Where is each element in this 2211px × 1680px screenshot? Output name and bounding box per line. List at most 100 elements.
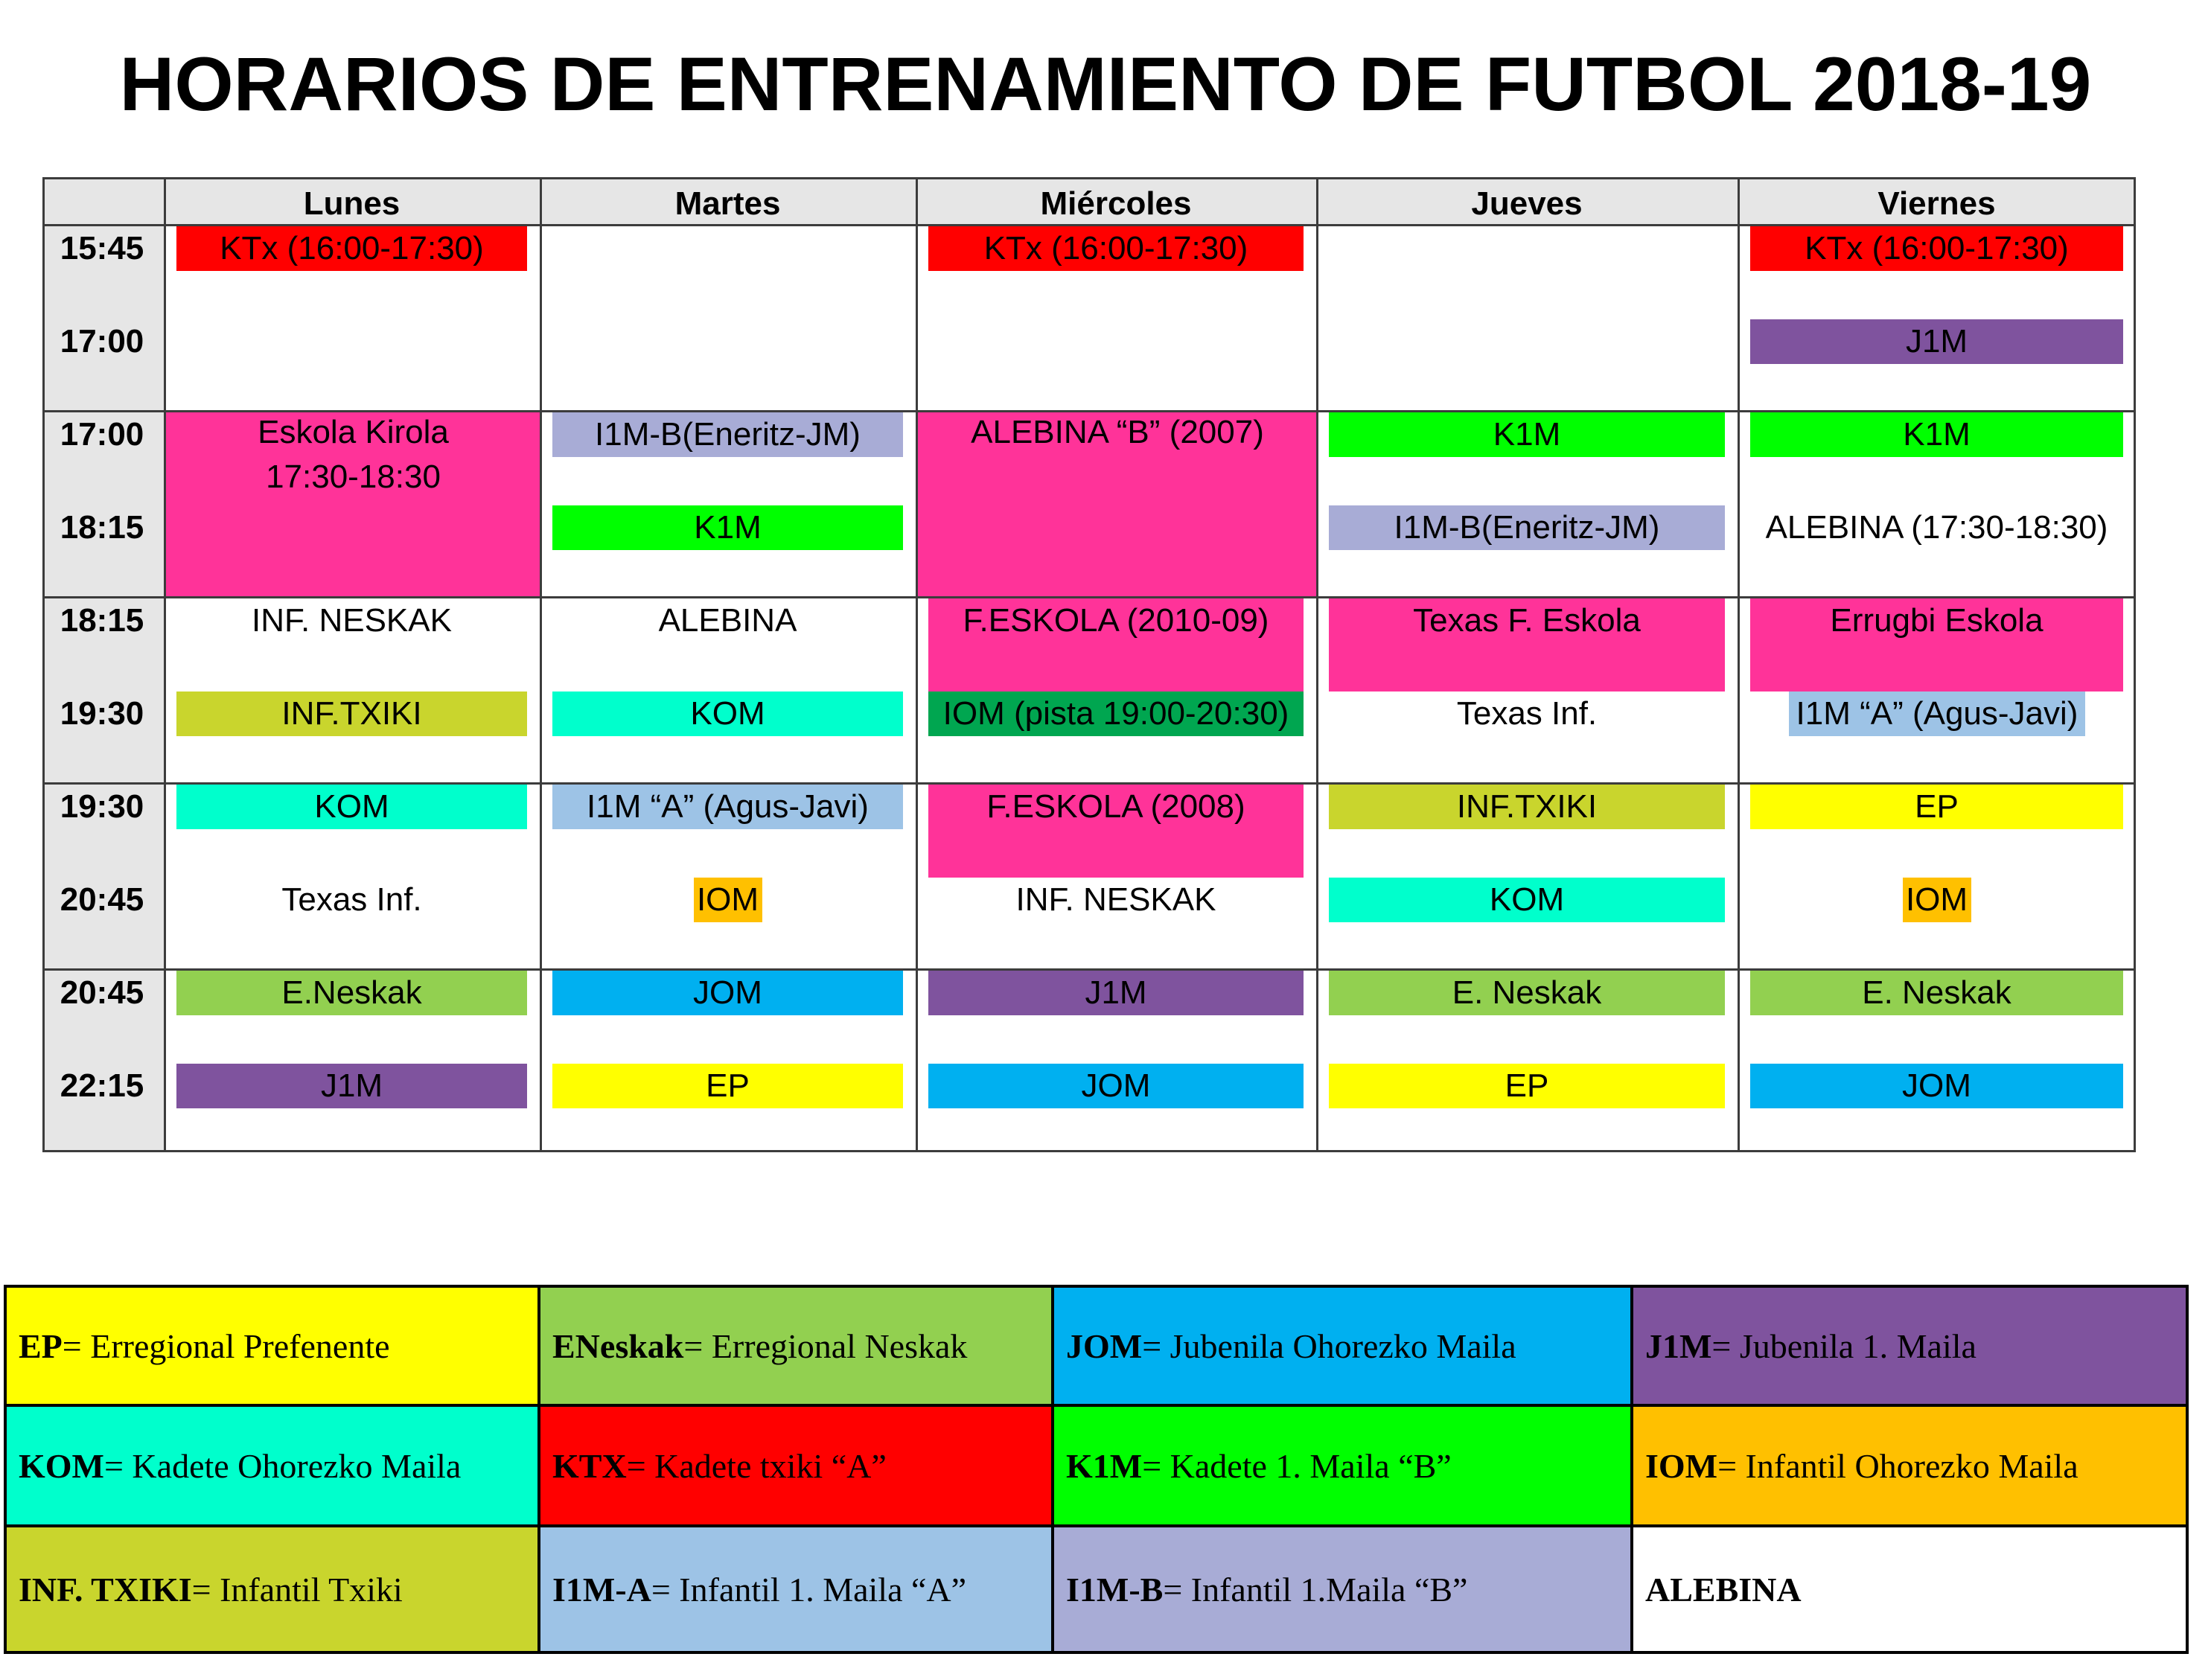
legend-abbr: ENeskak — [552, 1326, 684, 1365]
schedule-entry-kom: KOM — [1329, 878, 1725, 922]
legend-desc: = Kadete 1. Maila “B” — [1142, 1446, 1452, 1485]
legend-abbr: J1M — [1645, 1326, 1712, 1365]
grid-line-v — [42, 177, 45, 1152]
schedule-entry-eskola-kirola: Eskola Kirola 17:30-18:30 — [165, 410, 541, 596]
schedule-entry-j1m: J1M — [928, 971, 1304, 1015]
page-title: HORARIOS DE ENTRENAMIENTO DE FUTBOL 2018… — [119, 42, 2092, 127]
schedule-entry-ep: EP — [552, 1064, 903, 1108]
schedule-entry-ktx-16-00-17-30: KTx (16:00-17:30) — [176, 226, 527, 271]
schedule-entry-jom: JOM — [1750, 1064, 2123, 1108]
schedule-entry-texas-inf: Texas Inf. — [1329, 692, 1725, 736]
grid-line-h — [42, 968, 2136, 971]
schedule-entry-k1m: K1M — [1750, 412, 2123, 457]
grid-line-v — [1738, 177, 1740, 1152]
time-label: 17:00 — [60, 416, 144, 453]
legend-abbr: ALEBINA — [1645, 1570, 1802, 1609]
time-label: 17:00 — [60, 323, 144, 360]
legend-cell-alebina: ALEBINA — [1633, 1527, 2186, 1651]
schedule-entry-e-neskak: E.Neskak — [176, 971, 527, 1015]
legend-abbr: IOM — [1645, 1446, 1718, 1485]
legend-table: EP = Erregional Prefenente ENeskak = Erregi… — [4, 1285, 2189, 1654]
legend-abbr: KOM — [19, 1446, 104, 1485]
time-column — [42, 224, 164, 1152]
time-label: 18:15 — [60, 509, 144, 546]
schedule-entry-errugbi-eskola: Errugbi Eskola — [1750, 598, 2123, 692]
legend-cell-jom: JOM = Jubenila Ohorezko Maila — [1054, 1288, 1633, 1407]
legend-cell-kom: KOM = Kadete Ohorezko Maila — [7, 1407, 540, 1527]
schedule-entry-inf-txiki: INF.TXIKI — [1329, 785, 1725, 829]
day-header-3: Jueves — [1471, 185, 1583, 222]
schedule-entry-e-neskak: E. Neskak — [1329, 971, 1725, 1015]
schedule-entry-k1m: K1M — [1329, 412, 1725, 457]
legend-cell-inf-txiki: INF. TXIKI = Infantil Txiki — [7, 1527, 540, 1651]
day-header-0: Lunes — [303, 185, 401, 222]
schedule-entry-ktx-16-00-17-30: KTx (16:00-17:30) — [928, 226, 1304, 271]
grid-line-h — [42, 224, 2136, 226]
grid-line-h — [42, 410, 2136, 412]
legend-desc: = Infantil 1. Maila “A” — [651, 1570, 967, 1609]
schedule-entry-i1m-a-agus-javi: I1M “A” (Agus-Javi) — [552, 785, 903, 829]
legend-desc: = Jubenila Ohorezko Maila — [1142, 1326, 1516, 1365]
schedule-entry-ktx-16-00-17-30: KTx (16:00-17:30) — [1750, 226, 2123, 271]
schedule-table: Lunes Martes Miércoles Jueves Viernes 15:45 17… — [42, 177, 2136, 1152]
schedule-entry-jom: JOM — [928, 1064, 1304, 1108]
schedule-entry-i1m-a-agus-javi: I1M “A” (Agus-Javi) — [1789, 692, 2085, 736]
schedule-entry-k1m: K1M — [552, 505, 903, 550]
schedule-entry-inf-neskak: INF. NESKAK — [176, 598, 527, 643]
legend-abbr: INF. TXIKI — [19, 1570, 192, 1609]
legend-cell-eneskak: ENeskak = Erregional Neskak — [540, 1288, 1054, 1407]
schedule-entry-alebina-17-30-18-30: ALEBINA (17:30-18:30) — [1750, 505, 2123, 550]
schedule-entry-ep: EP — [1750, 785, 2123, 829]
legend-desc: = Erregional Neskak — [683, 1326, 968, 1365]
day-header-4: Viernes — [1877, 185, 1996, 222]
legend-abbr: EP — [19, 1326, 63, 1365]
schedule-entry-alebina: ALEBINA — [552, 598, 903, 643]
legend-desc: = Jubenila 1. Maila — [1711, 1326, 1976, 1365]
grid-line-v — [164, 177, 166, 1152]
schedule-entry-f-eskola-2010-09: F.ESKOLA (2010-09) — [928, 598, 1304, 692]
schedule-entry-f-eskola-2008: F.ESKOLA (2008) — [928, 785, 1304, 878]
schedule-entry-inf-txiki: INF.TXIKI — [176, 692, 527, 736]
entry-line-1: Eskola Kirola — [258, 414, 449, 450]
legend-abbr: I1M-B — [1066, 1570, 1164, 1609]
time-label: 20:45 — [60, 974, 144, 1011]
schedule-entry-j1m: J1M — [1750, 319, 2123, 364]
grid-line-v — [2134, 177, 2136, 1152]
schedule-entry-iom: IOM — [693, 878, 762, 922]
schedule-entry-alebina-b-2007: ALEBINA “B” (2007) — [917, 410, 1318, 596]
grid-line-h — [42, 596, 2136, 598]
day-header-1: Martes — [674, 185, 781, 222]
schedule-entry-texas-inf: Texas Inf. — [176, 878, 527, 922]
time-label: 18:15 — [60, 602, 144, 639]
time-label: 15:45 — [60, 230, 144, 266]
day-header-2: Miércoles — [1040, 185, 1192, 222]
schedule-entry-jom: JOM — [552, 971, 903, 1015]
entry-line-2: 17:30-18:30 — [266, 459, 441, 495]
legend-cell-j1m: J1M = Jubenila 1. Maila — [1633, 1288, 2186, 1407]
legend-desc: = Kadete txiki “A” — [626, 1446, 887, 1485]
time-label: 19:30 — [60, 788, 144, 825]
grid-line-h — [42, 782, 2136, 785]
grid-line-h — [42, 177, 2136, 179]
schedule-entry-kom: KOM — [552, 692, 903, 736]
legend-cell-i1m-b: I1M-B = Infantil 1.Maila “B” — [1054, 1527, 1633, 1651]
grid-line-v — [540, 177, 542, 1152]
legend-cell-ktx: KTX = Kadete txiki “A” — [540, 1407, 1054, 1527]
legend-abbr: JOM — [1066, 1326, 1143, 1365]
legend-desc: = Infantil 1.Maila “B” — [1163, 1570, 1468, 1609]
schedule-entry-kom: KOM — [176, 785, 527, 829]
legend-cell-ep: EP = Erregional Prefenente — [7, 1288, 540, 1407]
grid-line-v — [1316, 177, 1318, 1152]
legend-abbr: I1M-A — [552, 1570, 651, 1609]
schedule-entry-i1m-b-eneritz-jm: I1M-B(Eneritz-JM) — [552, 412, 903, 457]
legend-cell-i1m-a: I1M-A = Infantil 1. Maila “A” — [540, 1527, 1054, 1651]
legend-desc: = Infantil Txiki — [191, 1570, 403, 1609]
legend-abbr: KTX — [552, 1446, 627, 1485]
schedule-entry-texas-f-eskola: Texas F. Eskola — [1329, 598, 1725, 692]
header-row — [42, 177, 2136, 224]
schedule-entry-iom-pista-19-00-20-30: IOM (pista 19:00-20:30) — [928, 692, 1304, 736]
legend-desc: = Infantil Ohorezko Maila — [1717, 1446, 2078, 1485]
grid-line-v — [916, 177, 918, 1152]
legend-abbr: K1M — [1066, 1446, 1143, 1485]
schedule-entry-iom: IOM — [1902, 878, 1971, 922]
